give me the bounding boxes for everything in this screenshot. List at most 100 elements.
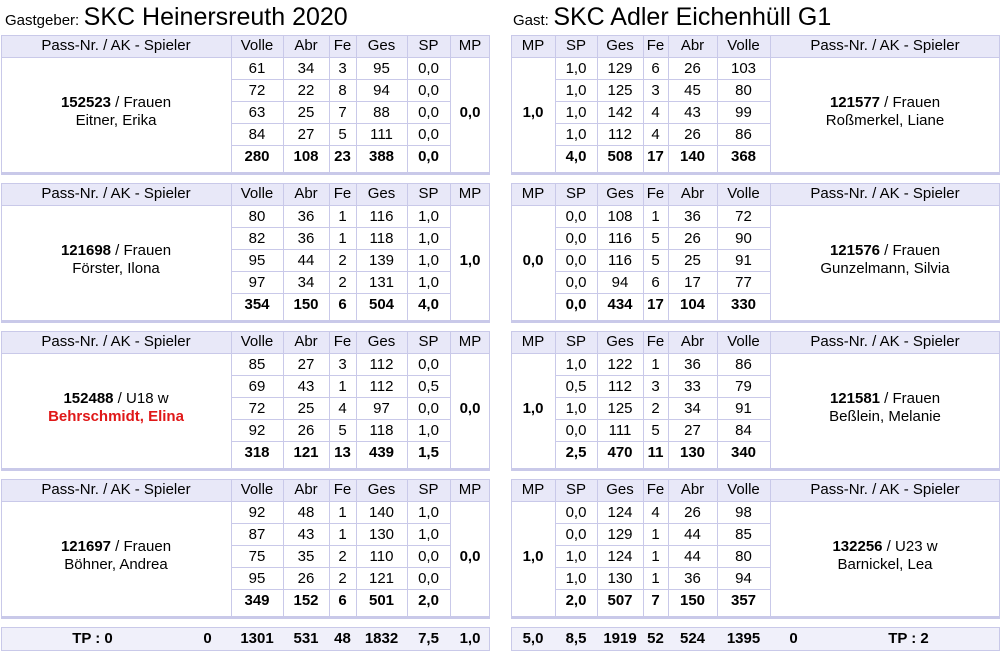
game-ges: 112 — [369, 378, 394, 395]
column-header-sp: SP — [418, 333, 439, 350]
game-sp: 1,0 — [565, 570, 587, 587]
total-volle: 368 — [730, 148, 757, 165]
total-abr: 130 — [679, 444, 706, 461]
game-sp: 0,0 — [565, 208, 587, 225]
column-header-player: Pass-Nr. / AK - Spieler — [810, 333, 960, 350]
game-sp: 1,0 — [418, 208, 439, 225]
game-sp: 0,0 — [418, 60, 439, 77]
game-fe: 4 — [651, 126, 660, 143]
player-info: 152523 / Frauen Eitner, Erika — [1, 94, 231, 130]
game-ges: 112 — [608, 378, 632, 395]
header-bar — [1, 479, 490, 501]
game-sp: 1,0 — [418, 230, 439, 247]
total-ges: 434 — [607, 296, 633, 313]
away-team-points: TP : 2 — [888, 630, 929, 647]
game-abr: 26 — [684, 504, 701, 521]
column-header-volle: Volle — [240, 185, 274, 202]
total-abr: 108 — [293, 148, 319, 165]
game-sp: 0,0 — [565, 526, 587, 543]
game-ges: 140 — [368, 504, 395, 521]
total-fe: 11 — [647, 444, 664, 461]
column-divider — [231, 183, 232, 323]
column-header-fe: Fe — [333, 333, 352, 350]
column-header-ges: Ges — [367, 37, 396, 54]
game-ges: 112 — [608, 126, 632, 143]
home-player-block: Pass-Nr. / AK - Spieler Volle Abr Fe Ges SP MP… — [1, 331, 490, 471]
block-border — [1, 35, 490, 175]
block-border — [1, 479, 490, 619]
game-ges: 122 — [607, 356, 633, 373]
game-volle: 84 — [735, 422, 752, 439]
player-info: 121697 / Frauen Böhner, Andrea — [1, 538, 231, 574]
pass-number: 132256 — [832, 538, 883, 555]
game-volle: 99 — [735, 104, 752, 121]
column-header-volle: Volle — [240, 37, 274, 54]
game-abr: 26 — [297, 570, 315, 587]
player-name: Roßmerkel, Liane — [825, 112, 945, 129]
home-team-points: TP : 0 — [72, 630, 113, 647]
game-abr: 25 — [297, 400, 315, 417]
total-abr: 104 — [679, 296, 706, 313]
row-divider — [511, 501, 1000, 502]
column-divider — [643, 479, 644, 619]
game-sp: 1,0 — [565, 104, 587, 121]
game-fe: 3 — [338, 356, 347, 373]
total-fe: 7 — [651, 592, 660, 609]
column-divider — [407, 479, 408, 619]
home-header: Gastgeber: SKC Heinersreuth 2020 — [5, 3, 348, 32]
game-ges: 131 — [368, 274, 395, 291]
column-header-player: Pass-Nr. / AK - Spieler — [41, 333, 191, 350]
column-header-ges: Ges — [367, 185, 396, 202]
column-header-mp: MP — [521, 185, 545, 202]
row-divider — [231, 123, 450, 124]
column-header-mp: MP — [521, 333, 545, 350]
column-divider — [283, 183, 284, 323]
away-player-block: MP SP Ges Fe Abr Volle Pass-Nr. / AK - Spieler… — [511, 331, 1000, 471]
game-fe: 2 — [338, 252, 347, 269]
row-divider — [555, 123, 770, 124]
column-header-abr: Abr — [294, 185, 318, 202]
row-divider — [1, 57, 490, 58]
column-divider — [329, 331, 330, 471]
game-abr: 26 — [684, 60, 701, 77]
pass-number: 121698 — [60, 242, 112, 259]
game-ges: 118 — [369, 230, 394, 247]
column-header-volle: Volle — [727, 185, 760, 202]
game-sp: 0,0 — [565, 274, 587, 291]
column-divider — [450, 183, 451, 323]
game-ges: 125 — [607, 400, 633, 417]
age-class: / Frauen — [880, 94, 941, 111]
column-header-volle: Volle — [727, 333, 760, 350]
game-ges: 139 — [368, 252, 395, 269]
column-divider — [555, 331, 556, 471]
game-sp: 0,0 — [418, 570, 439, 587]
game-abr: 35 — [297, 548, 315, 565]
game-abr: 25 — [684, 252, 701, 269]
column-header-ges: Ges — [606, 333, 634, 350]
row-divider — [555, 145, 770, 146]
game-volle: 77 — [735, 274, 752, 291]
column-header-fe: Fe — [646, 333, 665, 350]
home-total-mp: 1,0 — [459, 630, 481, 647]
game-ges: 130 — [368, 526, 395, 543]
game-abr: 43 — [297, 526, 315, 543]
away-label: Gast: — [513, 12, 549, 29]
column-header-player: Pass-Nr. / AK - Spieler — [810, 37, 960, 54]
row-divider — [555, 397, 770, 398]
age-class: / Frauen — [111, 242, 172, 259]
total-sp: 2,0 — [418, 592, 439, 609]
total-ges: 504 — [368, 296, 395, 313]
row-divider — [1, 205, 490, 206]
row-divider — [231, 523, 450, 524]
game-fe: 1 — [651, 548, 660, 565]
player-name: Behrschmidt, Elina — [48, 408, 184, 425]
game-ges: 111 — [370, 126, 393, 143]
row-divider — [555, 249, 770, 250]
column-header-mp: MP — [458, 333, 482, 350]
row-divider — [231, 101, 450, 102]
game-sp: 1,0 — [418, 252, 439, 269]
column-header-ges: Ges — [367, 333, 396, 350]
column-divider — [555, 35, 556, 175]
game-volle: 75 — [248, 548, 266, 565]
game-ges: 124 — [607, 504, 633, 521]
